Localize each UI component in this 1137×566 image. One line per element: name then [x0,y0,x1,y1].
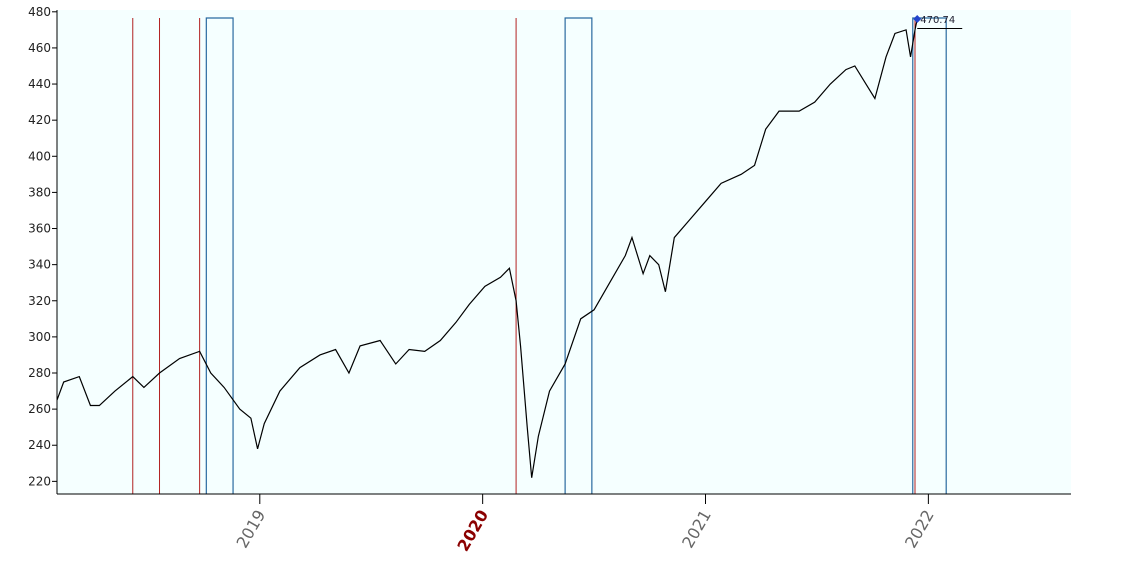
x-tick-label: 2019 [232,507,269,552]
x-tick-label: 2021 [678,507,715,552]
y-tick-label: 280 [28,366,51,380]
signal-region [912,17,947,494]
y-tick-label: 340 [28,258,51,272]
y-tick-label: 320 [28,294,51,308]
y-tick-label: 240 [28,438,51,452]
y-tick-label: 300 [28,330,51,344]
y-tick-label: 260 [28,402,51,416]
signal-region [564,17,593,494]
last-value-label: 470.74 [920,15,955,26]
price-line [56,18,918,478]
y-tick-label: 360 [28,222,51,236]
y-tick-label: 220 [28,474,51,488]
y-tick-label: 460 [28,41,51,55]
signal-region [205,17,234,494]
x-tick-label: 2022 [901,507,938,552]
x-tick-label: 2020 [453,507,492,555]
y-tick-label: 380 [28,185,51,199]
y-tick-label: 480 [28,5,51,19]
plot-background [57,10,1071,494]
y-tick-label: 440 [28,77,51,91]
y-tick-label: 400 [28,149,51,163]
last-point-marker [913,15,922,24]
y-tick-label: 420 [28,113,51,127]
